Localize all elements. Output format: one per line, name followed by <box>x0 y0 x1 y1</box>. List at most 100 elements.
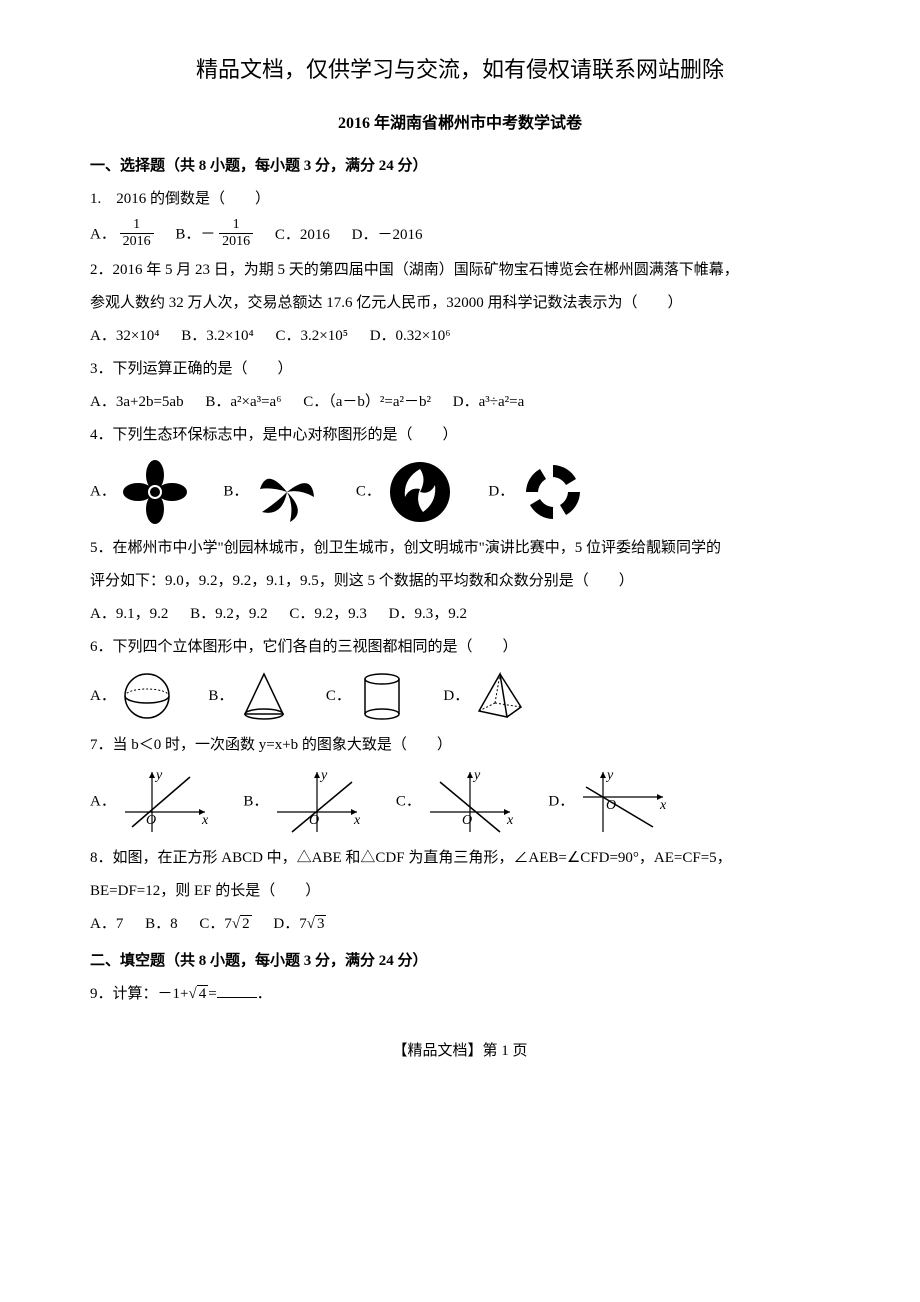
q6-a-label: A． <box>90 688 116 704</box>
graph-b-icon: O x y <box>272 767 362 837</box>
graph-d-icon: O x y <box>578 767 668 837</box>
q8-options: A．7 B．8 C．72 D．73 <box>90 911 830 938</box>
q1-options: A． 1 2016 B．－ 1 2016 C．2016 D．－2016 <box>90 219 830 251</box>
svg-text:x: x <box>353 813 361 828</box>
q4-b-label: B． <box>223 484 248 500</box>
svg-text:x: x <box>506 813 514 828</box>
q1-b-label: B．－ <box>175 227 215 243</box>
q1-a-frac: 1 2016 <box>120 217 154 249</box>
q7-a-label: A． <box>90 794 116 810</box>
svg-text:y: y <box>605 768 614 783</box>
q6-option-c: C． <box>326 669 410 724</box>
q5-option-b: B．9.2，9.2 <box>190 601 268 628</box>
svg-text:y: y <box>154 768 163 783</box>
q2-line1: 2．2016 年 5 月 23 日，为期 5 天的第四届中国（湖南）国际矿物宝石… <box>90 257 830 284</box>
q7-option-a: A． O x y <box>90 767 210 837</box>
q4-options: A． B． C． D． <box>90 457 830 527</box>
q1-a-num: 1 <box>120 217 154 233</box>
q4-option-c: C． <box>356 457 455 527</box>
svg-text:y: y <box>472 768 481 783</box>
q7-b-label: B． <box>243 794 268 810</box>
header-notice: 精品文档，仅供学习与交流，如有侵权请联系网站删除 <box>90 50 830 90</box>
q8-line2: BE=DF=12，则 EF 的长是（ ） <box>90 878 830 905</box>
sqrt-icon: 3 <box>307 911 327 938</box>
svg-text:O: O <box>462 813 472 828</box>
q2-option-a: A．32×10⁴ <box>90 323 160 350</box>
q2-option-d: D．0.32×10⁶ <box>370 323 451 350</box>
q6-option-b: B． <box>208 669 292 724</box>
q5-line2: 评分如下：9.0，9.2，9.2，9.1，9.5，则这 5 个数据的平均数和众数… <box>90 568 830 595</box>
q3-option-a: A．3a+2b=5ab <box>90 389 184 416</box>
q4-d-label: D． <box>488 484 514 500</box>
sphere-icon <box>120 669 175 724</box>
q7-d-label: D． <box>548 794 574 810</box>
svg-text:O: O <box>146 813 156 828</box>
paper-title: 2016 年湖南省郴州市中考数学试卷 <box>90 110 830 139</box>
q8-line1: 8．如图，在正方形 ABCD 中，△ABE 和△CDF 为直角三角形，∠AEB=… <box>90 845 830 872</box>
q9-tail: ． <box>257 986 272 1002</box>
q9-rad: 4 <box>197 985 209 1002</box>
q5-line1: 5．在郴州市中小学"创园林城市，创卫生城市，创文明城市"演讲比赛中，5 位评委给… <box>90 535 830 562</box>
q3-option-d: D．a³÷a²=a <box>453 389 525 416</box>
q1-option-c: C．2016 <box>275 222 330 249</box>
q4-option-d: D． <box>488 457 588 527</box>
sqrt-icon: 2 <box>232 911 252 938</box>
q3-option-b: B．a²×a³=a⁶ <box>205 389 281 416</box>
eco-logo-a-icon <box>120 457 190 527</box>
q7-option-d: D． O x y <box>548 767 668 837</box>
q8-c-rad: 2 <box>240 915 252 932</box>
section1-title: 一、选择题（共 8 小题，每小题 3 分，满分 24 分） <box>90 153 830 180</box>
q8-d-pre: D．7 <box>273 916 306 932</box>
q1-option-a: A． 1 2016 <box>90 219 154 251</box>
q8-option-d: D．73 <box>273 911 326 938</box>
q5-options: A．9.1，9.2 B．9.2，9.2 C．9.2，9.3 D．9.3，9.2 <box>90 601 830 628</box>
svg-text:O: O <box>309 813 319 828</box>
eco-logo-c-icon <box>385 457 455 527</box>
q3-options: A．3a+2b=5ab B．a²×a³=a⁶ C．（a－b）²=a²－b² D．… <box>90 389 830 416</box>
q6-option-a: A． <box>90 669 175 724</box>
svg-text:y: y <box>319 768 328 783</box>
q8-option-a: A．7 <box>90 911 123 938</box>
q1-text: 1. 2016 的倒数是（ ） <box>90 186 830 213</box>
q7-options: A． O x y B． O x y C． <box>90 767 830 837</box>
q8-option-c: C．7 2 <box>199 911 251 938</box>
q6-text: 6．下列四个立体图形中，它们各自的三视图都相同的是（ ） <box>90 634 830 661</box>
q6-c-label: C． <box>326 688 351 704</box>
cone-icon <box>237 669 292 724</box>
q1-a-label: A． <box>90 227 116 243</box>
q7-c-label: C． <box>396 794 421 810</box>
q4-c-label: C． <box>356 484 381 500</box>
q1-b-den: 2016 <box>219 234 253 249</box>
q1-option-b: B．－ 1 2016 <box>175 219 253 251</box>
q6-d-label: D． <box>443 688 469 704</box>
q2-line2: 参观人数约 32 万人次，交易总额达 17.6 亿元人民币，32000 用科学记… <box>90 290 830 317</box>
q4-option-b: B． <box>223 457 322 527</box>
eco-logo-b-icon <box>252 457 322 527</box>
q8-c-pre: C．7 <box>199 916 232 932</box>
q4-a-label: A． <box>90 484 116 500</box>
q7-option-b: B． O x y <box>243 767 362 837</box>
q2-option-c: C．3.2×10⁵ <box>275 323 347 350</box>
q1-b-num: 1 <box>219 217 253 233</box>
q5-option-a: A．9.1，9.2 <box>90 601 168 628</box>
q6-options: A． B． C． D． <box>90 669 830 724</box>
q9-post: = <box>208 986 216 1002</box>
svg-text:O: O <box>606 798 616 813</box>
page-footer: 【精品文档】第 1 页 <box>90 1038 830 1065</box>
q3-text: 3．下列运算正确的是（ ） <box>90 356 830 383</box>
fill-blank <box>217 982 257 998</box>
section2-title: 二、填空题（共 8 小题，每小题 3 分，满分 24 分） <box>90 948 830 975</box>
q6-b-label: B． <box>208 688 233 704</box>
q9-pre: 9．计算：－1+ <box>90 986 188 1002</box>
q9-text: 9．计算：－1+ 4= ． <box>90 981 830 1008</box>
graph-a-icon: O x y <box>120 767 210 837</box>
svg-text:x: x <box>201 813 209 828</box>
q4-option-a: A． <box>90 457 190 527</box>
cylinder-icon <box>355 669 410 724</box>
q1-option-d: D．－2016 <box>352 222 423 249</box>
q1-a-den: 2016 <box>120 234 154 249</box>
q6-option-d: D． <box>443 669 528 724</box>
graph-c-icon: O x y <box>425 767 515 837</box>
pyramid-icon <box>473 669 528 724</box>
q1-b-frac: 1 2016 <box>219 217 253 249</box>
